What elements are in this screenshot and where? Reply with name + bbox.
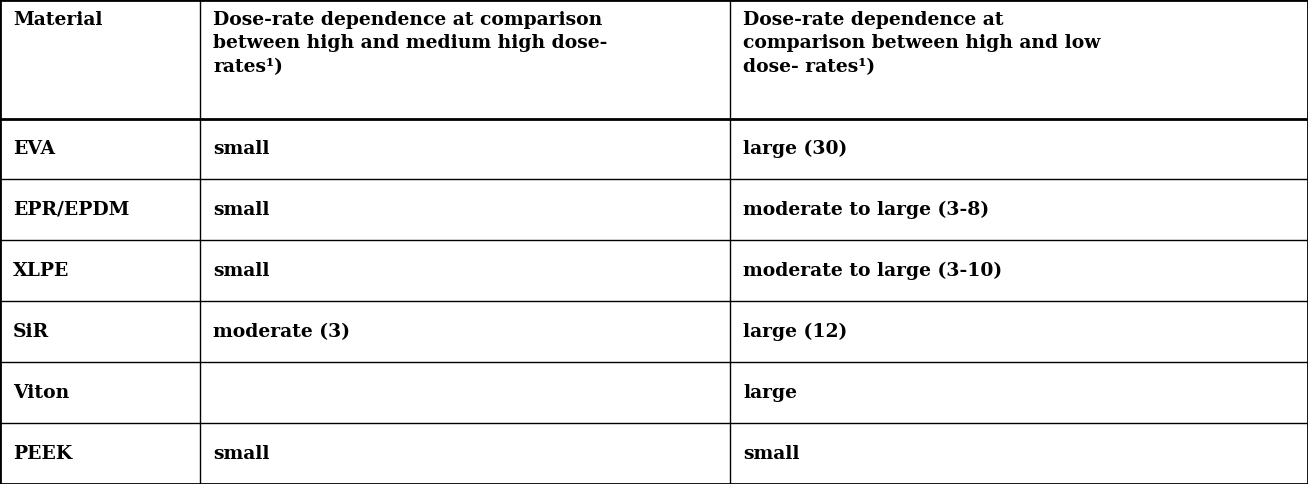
Bar [730, 119, 1308, 180]
Text: small: small [213, 140, 269, 158]
Text: EPR/EPDM: EPR/EPDM [13, 201, 129, 219]
Bar [730, 301, 1308, 362]
Text: moderate to large (3-10): moderate to large (3-10) [743, 262, 1002, 280]
Text: large (30): large (30) [743, 140, 848, 158]
Bar [0, 0, 200, 119]
Text: PEEK: PEEK [13, 444, 72, 463]
Text: Dose-rate dependence at
comparison between high and low
dose- rates¹): Dose-rate dependence at comparison betwe… [743, 11, 1100, 76]
Text: large (12): large (12) [743, 323, 848, 341]
Text: SiR: SiR [13, 323, 50, 341]
Bar [200, 0, 730, 119]
Bar [0, 119, 200, 180]
Text: Viton: Viton [13, 384, 69, 402]
Bar [200, 180, 730, 241]
Bar [0, 301, 200, 362]
Bar [200, 119, 730, 180]
Text: EVA: EVA [13, 140, 55, 158]
Text: large: large [743, 384, 797, 402]
Text: small: small [213, 262, 269, 280]
Bar [0, 180, 200, 241]
Text: Dose-rate dependence at comparison
between high and medium high dose-
rates¹): Dose-rate dependence at comparison betwe… [213, 11, 607, 76]
Text: moderate to large (3-8): moderate to large (3-8) [743, 201, 989, 219]
Bar [200, 362, 730, 423]
Text: small: small [743, 444, 799, 463]
Bar [200, 241, 730, 301]
Text: XLPE: XLPE [13, 262, 69, 280]
Bar [200, 423, 730, 484]
Text: small: small [213, 201, 269, 219]
Bar [0, 423, 200, 484]
Bar [0, 362, 200, 423]
Bar [730, 423, 1308, 484]
Text: moderate (3): moderate (3) [213, 323, 351, 341]
Bar [730, 241, 1308, 301]
Text: small: small [213, 444, 269, 463]
Bar [730, 362, 1308, 423]
Bar [0, 241, 200, 301]
Bar [730, 180, 1308, 241]
Bar [200, 301, 730, 362]
Text: Material: Material [13, 11, 102, 29]
Bar [730, 0, 1308, 119]
